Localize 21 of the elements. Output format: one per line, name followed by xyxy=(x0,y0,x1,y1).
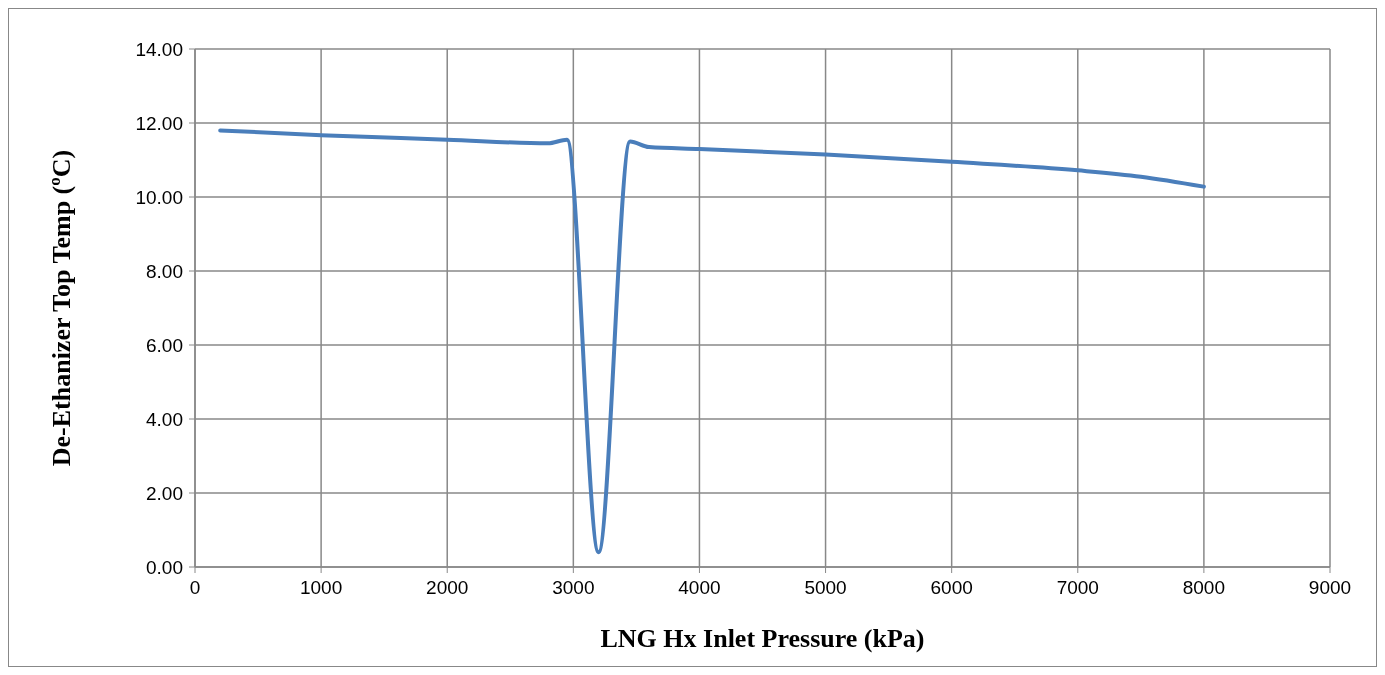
y-tick-label: 0.00 xyxy=(146,556,183,578)
y-axis-title: De-Ethanizer Top Temp (ºC) xyxy=(47,149,76,467)
x-tick-label: 0 xyxy=(189,577,201,598)
line-series xyxy=(218,128,1206,555)
y-tick-label: 10.00 xyxy=(135,186,183,208)
x-tick-label: 3000 xyxy=(552,577,595,598)
y-tick-label: 4.00 xyxy=(146,408,183,430)
x-tick-label: 2000 xyxy=(426,577,469,598)
x-axis-title: LNG Hx Inlet Pressure (kPa) xyxy=(600,624,925,653)
y-tick-label: 8.00 xyxy=(146,260,183,282)
y-tick-label: 12.00 xyxy=(135,112,183,134)
x-tick-label: 1000 xyxy=(299,577,343,598)
x-tick-label: 8000 xyxy=(1182,577,1226,598)
y-tick-label: 2.00 xyxy=(146,482,183,504)
x-tick-label: 6000 xyxy=(930,577,973,598)
x-tick-label: 9000 xyxy=(1308,577,1352,598)
x-tick-label: 5000 xyxy=(804,577,847,598)
y-tick-label: 14.00 xyxy=(135,38,183,60)
x-tick-label: 7000 xyxy=(1056,577,1099,598)
x-tick-label: 4000 xyxy=(678,577,721,598)
y-tick-label: 6.00 xyxy=(146,334,183,356)
